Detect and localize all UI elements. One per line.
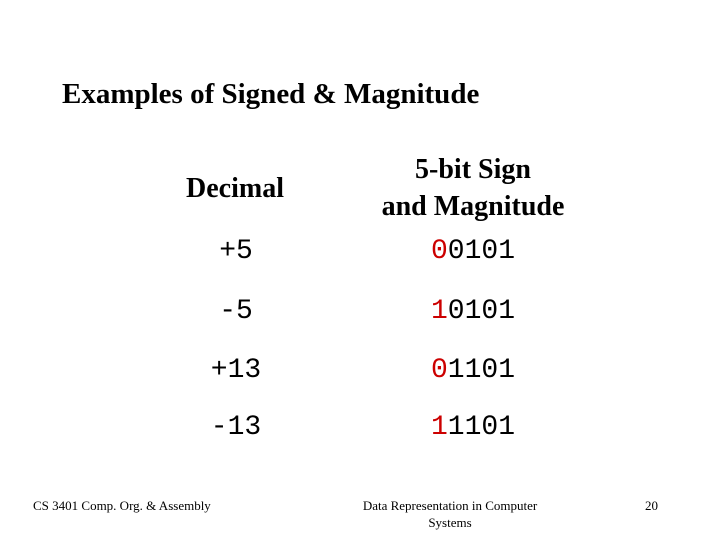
sign-bit: 0 [430,236,448,267]
binary-cell: 00101 [353,235,593,269]
magnitude-bits: 1101 [447,412,516,443]
sign-bit: 1 [430,412,448,443]
sign-bit: 1 [430,296,448,327]
magnitude-bits: 0101 [447,296,516,327]
decimal-cell: +5 [219,236,253,267]
footer-line: Systems [428,515,472,530]
header-line: Decimal [186,173,284,204]
slide-title: Examples of Signed & Magnitude [62,78,480,110]
magnitude-bits: 0101 [447,236,516,267]
decimal-cell: +13 [210,355,262,386]
magnitude-bits: 1101 [447,355,516,386]
header-line: and Magnitude [381,191,565,222]
binary-cell: 11101 [353,411,593,445]
binary-cell: 10101 [353,295,593,329]
binary-cell: 01101 [353,354,593,388]
page-number: 20 [645,498,658,513]
footer-center: Data Representation in Computer Systems [330,497,570,531]
sign-bit: 0 [430,355,448,386]
decimal-cell: -13 [210,412,262,443]
footer-left: CS 3401 Comp. Org. & Assembly [33,498,211,513]
column-header: 5-bit Sign and Magnitude [323,151,623,225]
column-header: Decimal [85,170,385,207]
header-line: 5-bit Sign [415,154,531,185]
decimal-cell: -5 [219,296,253,327]
footer-line: Data Representation in Computer [362,498,538,513]
